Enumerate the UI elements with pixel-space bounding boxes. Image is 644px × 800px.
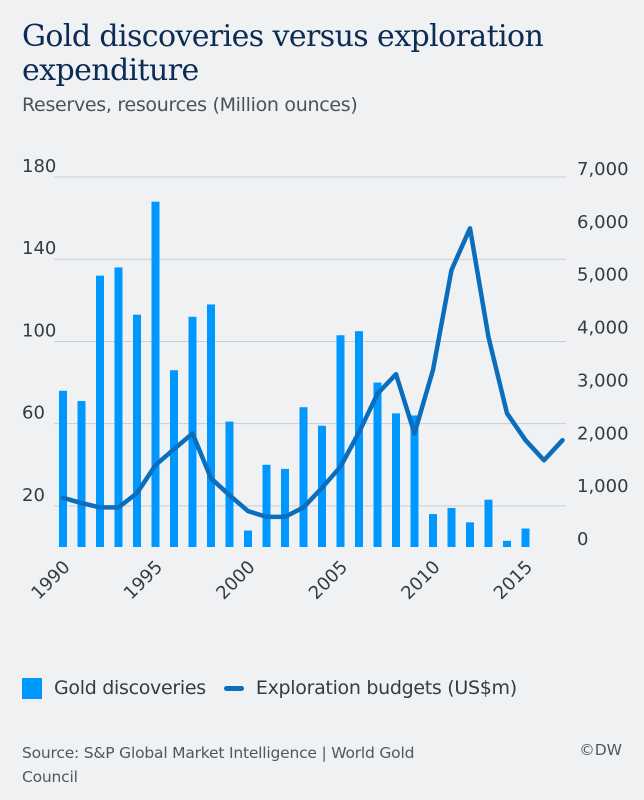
bar (207, 304, 215, 547)
bar (299, 407, 308, 547)
bar (484, 499, 493, 547)
right-axis-tick-label: 3,000 (577, 370, 629, 391)
bar (59, 390, 67, 547)
source-note: Source: S&P Global Market Intelligence |… (22, 744, 415, 786)
x-axis-tick-label: 2010 (397, 557, 444, 604)
right-axis-ticks: 0 1,000 2,000 3,000 4,000 5,000 6,000 7,000 (577, 159, 629, 550)
bar (96, 275, 104, 547)
x-axis-tick-label: 2000 (212, 557, 259, 604)
legend-bar-swatch (22, 677, 42, 699)
bar (151, 201, 160, 547)
left-axis-ticks: 20 60 100 140 180 (22, 156, 56, 506)
left-axis-tick-label: 60 (22, 403, 45, 424)
bar (466, 522, 474, 547)
bar (114, 267, 123, 547)
bar (503, 540, 511, 547)
bar (373, 382, 382, 547)
chart-subtitle: Reserves, resources (Million ounces) (22, 94, 358, 116)
right-axis-tick-label: 5,000 (577, 265, 629, 286)
line-series-exploration-budgets (60, 226, 565, 520)
bar (244, 530, 252, 547)
x-axis-ticks: 1990 1995 2000 2005 2010 2015 (27, 557, 537, 604)
right-axis-tick-label: 2,000 (577, 423, 629, 444)
right-axis-tick-label: 6,000 (577, 212, 629, 233)
bar (77, 401, 86, 547)
bar (262, 464, 271, 547)
line-path (60, 226, 565, 520)
right-axis-tick-label: 1,000 (577, 476, 629, 497)
legend-line-swatch (223, 685, 244, 691)
x-axis-tick-label: 2005 (305, 557, 352, 604)
bar (225, 421, 234, 547)
bar (521, 528, 530, 547)
bar (447, 507, 456, 547)
right-axis-tick-label: 7,000 (577, 159, 629, 180)
x-axis-tick-label: 2015 (490, 557, 537, 604)
copyright: ©DW (579, 741, 622, 759)
bar (355, 331, 363, 547)
x-axis-tick-label: 1990 (27, 557, 74, 604)
legend-bar-label: Gold discoveries (54, 677, 206, 699)
x-axis-tick-label: 1995 (120, 557, 167, 604)
bar (410, 415, 419, 547)
bar (429, 514, 437, 547)
bar (336, 335, 345, 547)
legend-line-label: Exploration budgets (US$m) (255, 677, 517, 699)
chart-area: 20 60 100 140 180 0 1,000 2,000 3,000 4,000 5,000… (22, 156, 629, 604)
right-axis-tick-label: 4,000 (577, 318, 629, 339)
left-axis-tick-label: 100 (22, 320, 56, 341)
bar (392, 413, 400, 547)
bar (133, 314, 141, 547)
bar (170, 370, 178, 547)
left-axis-tick-label: 180 (22, 156, 56, 177)
chart-title: Gold discoveries versus exploration expe… (22, 19, 544, 88)
right-axis-tick-label: 0 (577, 529, 588, 550)
legend: Gold discoveries Exploration budgets (US… (22, 677, 517, 699)
left-axis-tick-label: 20 (22, 485, 45, 506)
bar (281, 468, 289, 547)
left-axis-tick-label: 140 (22, 238, 56, 259)
